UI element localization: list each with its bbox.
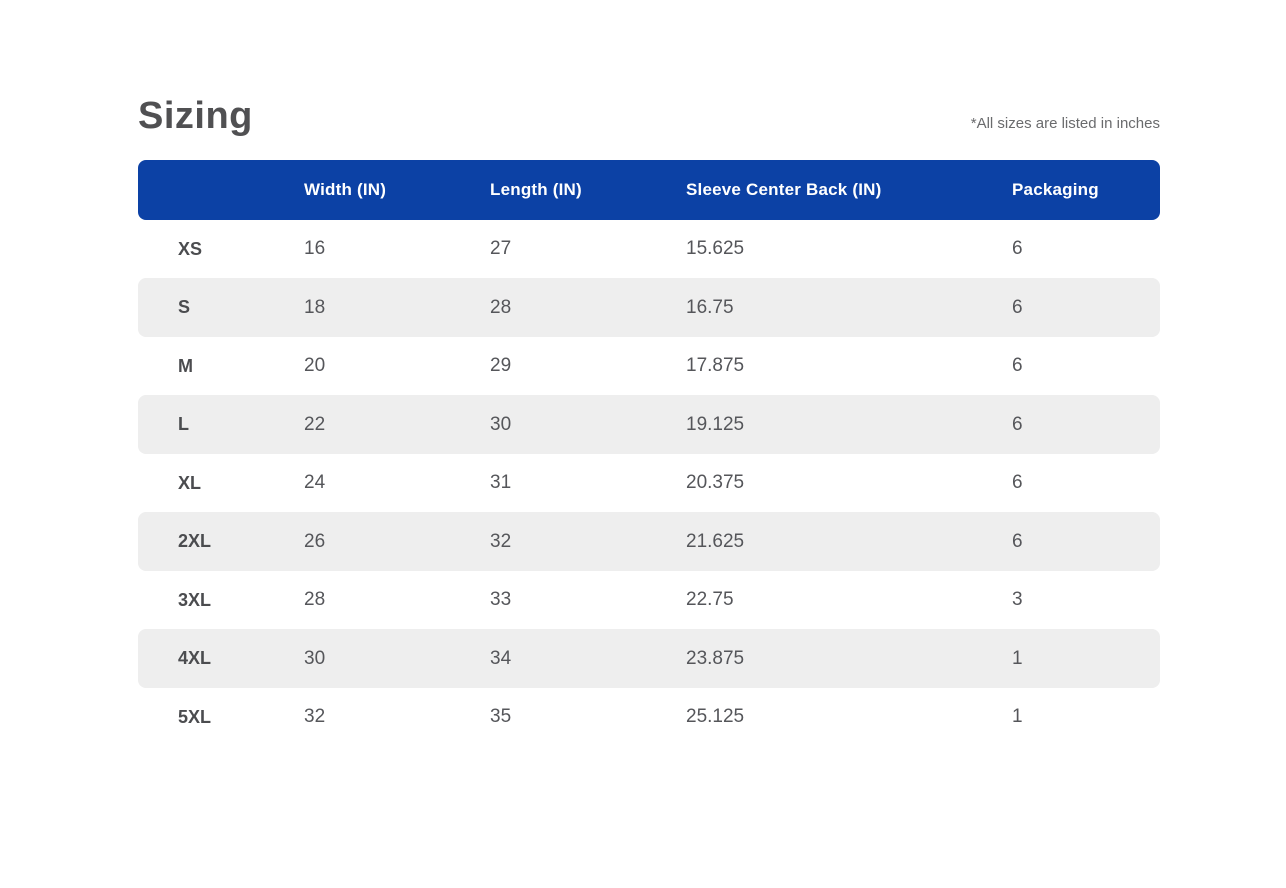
packaging-value: 6 bbox=[1012, 238, 1023, 260]
table-row: 5XL 32 35 25.125 1 bbox=[138, 688, 1160, 747]
sizing-table: Width (IN) Length (IN) Sleeve Center Bac… bbox=[138, 159, 1160, 747]
size-label: M bbox=[178, 355, 193, 376]
packaging-value: 6 bbox=[1012, 472, 1023, 494]
table-row: 4XL 30 34 23.875 1 bbox=[138, 629, 1160, 688]
length-value: 27 bbox=[490, 238, 512, 260]
length-value: 30 bbox=[490, 413, 512, 435]
table-header-row: Width (IN) Length (IN) Sleeve Center Bac… bbox=[138, 159, 1160, 220]
title-row: Sizing *All sizes are listed in inches bbox=[138, 95, 1160, 138]
units-note: *All sizes are listed in inches bbox=[970, 114, 1160, 132]
size-label: 2XL bbox=[178, 531, 212, 552]
table-row: L 22 30 19.125 6 bbox=[138, 395, 1160, 454]
table-row: 2XL 26 32 21.625 6 bbox=[138, 512, 1160, 571]
packaging-value: 1 bbox=[1012, 647, 1023, 669]
size-label: L bbox=[178, 414, 189, 435]
packaging-value: 6 bbox=[1012, 296, 1023, 318]
packaging-value: 6 bbox=[1012, 413, 1023, 435]
width-value: 32 bbox=[304, 706, 326, 728]
size-label: 3XL bbox=[178, 589, 212, 610]
packaging-value: 6 bbox=[1012, 530, 1023, 552]
width-value: 16 bbox=[304, 238, 326, 260]
table-body: XS 16 27 15.625 6 S 18 28 16.75 6 M 20 2… bbox=[138, 220, 1160, 747]
packaging-value: 6 bbox=[1012, 355, 1023, 377]
packaging-value: 3 bbox=[1012, 589, 1023, 611]
table-row: M 20 29 17.875 6 bbox=[138, 337, 1160, 396]
width-value: 20 bbox=[304, 355, 326, 377]
sleeve-value: 22.75 bbox=[686, 589, 734, 611]
length-value: 33 bbox=[490, 589, 512, 611]
table-row: 3XL 28 33 22.75 3 bbox=[138, 571, 1160, 630]
header-cell-length: Length (IN) bbox=[490, 179, 582, 199]
sleeve-value: 25.125 bbox=[686, 706, 745, 728]
sizing-section: Sizing *All sizes are listed in inches W… bbox=[138, 0, 1160, 746]
sleeve-value: 21.625 bbox=[686, 530, 745, 552]
size-label: XS bbox=[178, 238, 203, 259]
header-cell-packaging: Packaging bbox=[1012, 179, 1099, 199]
table-row: XL 24 31 20.375 6 bbox=[138, 454, 1160, 513]
sleeve-value: 15.625 bbox=[686, 238, 745, 260]
width-value: 26 bbox=[304, 530, 326, 552]
length-value: 34 bbox=[490, 647, 512, 669]
length-value: 32 bbox=[490, 530, 512, 552]
sleeve-value: 20.375 bbox=[686, 472, 745, 494]
width-value: 24 bbox=[304, 472, 326, 494]
sleeve-value: 16.75 bbox=[686, 296, 734, 318]
width-value: 30 bbox=[304, 647, 326, 669]
width-value: 28 bbox=[304, 589, 326, 611]
sleeve-value: 17.875 bbox=[686, 355, 745, 377]
size-label: 5XL bbox=[178, 706, 212, 727]
packaging-value: 1 bbox=[1012, 706, 1023, 728]
width-value: 18 bbox=[304, 296, 326, 318]
size-label: 4XL bbox=[178, 648, 212, 669]
table-row: S 18 28 16.75 6 bbox=[138, 278, 1160, 337]
header-cell-sleeve: Sleeve Center Back (IN) bbox=[686, 179, 882, 199]
length-value: 35 bbox=[490, 706, 512, 728]
length-value: 29 bbox=[490, 355, 512, 377]
length-value: 31 bbox=[490, 472, 512, 494]
length-value: 28 bbox=[490, 296, 512, 318]
size-label: S bbox=[178, 297, 191, 318]
sleeve-value: 23.875 bbox=[686, 647, 745, 669]
page-title: Sizing bbox=[138, 95, 253, 137]
width-value: 22 bbox=[304, 413, 326, 435]
size-label: XL bbox=[178, 472, 202, 493]
header-cell-width: Width (IN) bbox=[304, 179, 387, 199]
table-row: XS 16 27 15.625 6 bbox=[138, 220, 1160, 279]
sleeve-value: 19.125 bbox=[686, 413, 745, 435]
